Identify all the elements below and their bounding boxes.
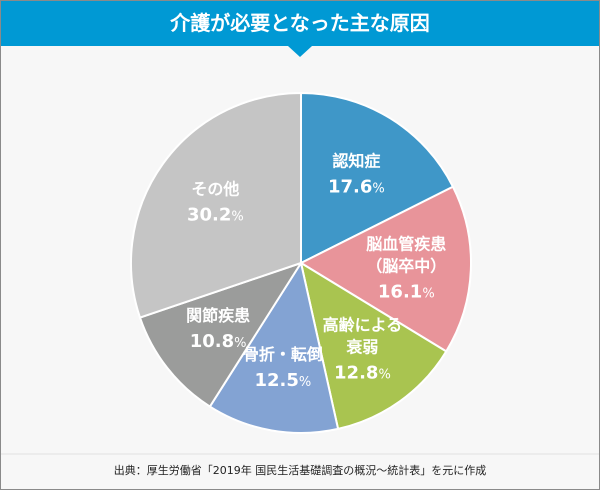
title-pointer: [288, 46, 312, 57]
pie-slice: [130, 91, 302, 319]
pie-slice: [208, 260, 340, 434]
pie-slice: [300, 91, 455, 265]
slice-label: 高齢による: [323, 316, 403, 335]
slice-value-label: 17.6%: [328, 176, 385, 197]
pie-slice: [299, 260, 448, 431]
slice-label: その他: [191, 180, 239, 199]
slice-label: 骨折・転倒: [243, 345, 323, 364]
slice-label: 衰弱: [345, 338, 378, 357]
slice-value-label: 12.8%: [334, 363, 391, 384]
slice-value-label: 30.2%: [187, 205, 244, 226]
pie-slice: [138, 261, 304, 408]
slice-value-label: 12.5%: [254, 370, 311, 391]
chart-title: 介護が必要となった主な原因: [1, 1, 599, 46]
slice-label: （脳卒中）: [366, 256, 446, 275]
slice-label: 脳血管疾患: [366, 234, 446, 253]
slice-value-label: 10.8%: [190, 331, 247, 352]
slice-value-label: 16.1%: [378, 281, 435, 302]
source-note: 出典：厚生労働省「2019年 国民生活基礎調査の概況～統計表」を元に作成: [1, 453, 599, 491]
slice-label: 認知症: [332, 151, 380, 170]
pie-slice: [298, 185, 472, 353]
slice-label: 関節疾患: [186, 306, 250, 325]
